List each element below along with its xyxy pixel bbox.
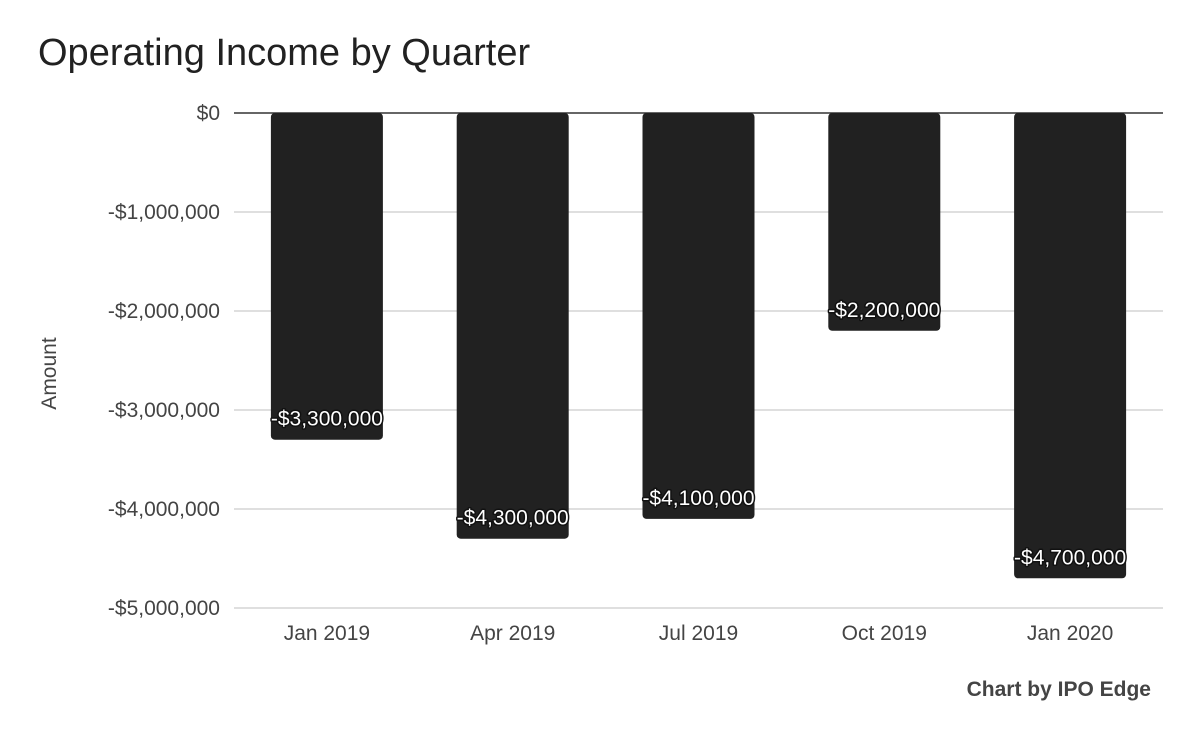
chart-title: Operating Income by Quarter (38, 32, 531, 74)
y-tick-label: -$1,000,000 (108, 201, 220, 224)
bar (828, 113, 941, 331)
bar (456, 113, 569, 539)
bar (1014, 113, 1127, 579)
x-tick-label: Jul 2019 (659, 622, 738, 645)
bar (270, 113, 383, 440)
data-label: -$3,300,000 (271, 408, 383, 431)
x-tick-label: Apr 2019 (470, 622, 555, 645)
x-tick-label: Oct 2019 (842, 622, 927, 645)
y-tick-label: -$2,000,000 (108, 300, 220, 323)
data-label: -$4,300,000 (457, 507, 569, 530)
y-tick-label: -$3,000,000 (108, 399, 220, 422)
y-tick-label: $0 (197, 102, 220, 125)
bar (642, 113, 755, 519)
data-label: -$2,200,000 (828, 299, 940, 322)
chart-credit: Chart by IPO Edge (966, 678, 1151, 701)
x-tick-label: Jan 2019 (284, 622, 370, 645)
x-tick-label: Jan 2020 (1027, 622, 1113, 645)
y-tick-label: -$4,000,000 (108, 498, 220, 521)
data-label: -$4,700,000 (1014, 546, 1126, 569)
y-axis-label: Amount (38, 337, 61, 410)
y-tick-label: -$5,000,000 (108, 597, 220, 620)
data-label: -$4,100,000 (642, 487, 754, 510)
